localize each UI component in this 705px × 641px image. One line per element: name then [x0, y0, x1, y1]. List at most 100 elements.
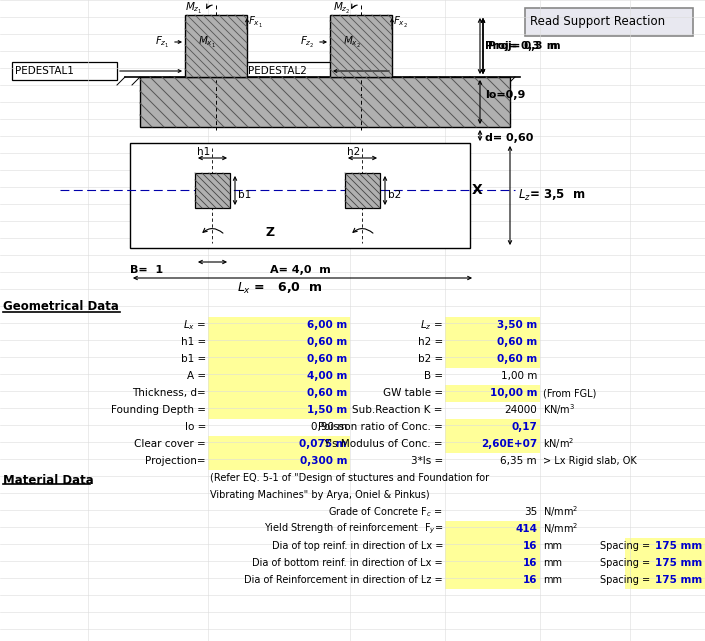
Text: 1,50 m: 1,50 m — [307, 405, 347, 415]
Text: PEDESTAL2: PEDESTAL2 — [248, 66, 307, 76]
Text: Projection=: Projection= — [145, 456, 206, 466]
Bar — [445, 351, 540, 368]
Text: $L_x$ =   6,0  m: $L_x$ = 6,0 m — [238, 281, 323, 296]
Bar — [445, 317, 540, 334]
Text: N/mm$^2$: N/mm$^2$ — [543, 522, 578, 537]
Text: $M_{z_2}$: $M_{z_2}$ — [333, 1, 350, 15]
Text: GW table =: GW table = — [383, 388, 443, 398]
Text: h1 =: h1 = — [180, 337, 206, 347]
Text: 35: 35 — [524, 507, 537, 517]
Text: 0,17: 0,17 — [511, 422, 537, 432]
Text: Dia of Reinforcement in direction of Lz =: Dia of Reinforcement in direction of Lz … — [245, 575, 443, 585]
Bar — [195, 173, 230, 208]
Text: B=  1: B= 1 — [130, 265, 163, 275]
Bar — [208, 317, 350, 334]
Bar — [208, 385, 350, 402]
Text: Proj= 0,3  m: Proj= 0,3 m — [488, 41, 560, 51]
Bar — [345, 173, 380, 208]
Text: Dia of top reinf. in direction of Lx =: Dia of top reinf. in direction of Lx = — [271, 541, 443, 551]
Text: A= 4,0  m: A= 4,0 m — [270, 265, 331, 275]
Text: $F_{z_1}$: $F_{z_1}$ — [155, 35, 170, 49]
Bar — [130, 143, 470, 248]
Text: N/mm$^2$: N/mm$^2$ — [543, 504, 578, 519]
Text: $M_{z_1}$: $M_{z_1}$ — [185, 1, 202, 15]
Text: 3,50 m: 3,50 m — [497, 320, 537, 330]
Text: $L_z$ =: $L_z$ = — [420, 318, 443, 332]
Bar — [208, 453, 350, 470]
Text: $F_{z_2}$: $F_{z_2}$ — [300, 35, 314, 49]
Text: 4,00 m: 4,00 m — [307, 371, 347, 381]
Bar — [208, 436, 350, 453]
Bar — [208, 402, 350, 419]
Text: Poisson ratio of Conc. =: Poisson ratio of Conc. = — [318, 422, 443, 432]
Bar — [208, 334, 350, 351]
Text: Sub.Reaction K =: Sub.Reaction K = — [352, 405, 443, 415]
Text: 0,300 m: 0,300 m — [300, 456, 347, 466]
Text: 0,60 m: 0,60 m — [497, 354, 537, 364]
Text: 175 mm: 175 mm — [655, 575, 702, 585]
Bar — [245, 62, 350, 80]
Text: PEDESTAL1: PEDESTAL1 — [15, 66, 74, 76]
Text: 414: 414 — [515, 524, 537, 534]
Bar — [330, 15, 392, 77]
Text: $M_{x_2}$: $M_{x_2}$ — [343, 35, 361, 49]
Text: 175 mm: 175 mm — [655, 558, 702, 568]
Text: h1: h1 — [197, 147, 210, 157]
Bar — [445, 436, 540, 453]
Bar — [185, 15, 247, 77]
Text: mm: mm — [543, 558, 562, 568]
Text: 1,00 m: 1,00 m — [501, 371, 537, 381]
Text: 3*ls =: 3*ls = — [411, 456, 443, 466]
Text: b1: b1 — [238, 190, 251, 200]
Text: b1 =: b1 = — [180, 354, 206, 364]
Text: Read Support Reaction: Read Support Reaction — [530, 15, 665, 28]
Text: 16: 16 — [522, 541, 537, 551]
Text: Founding Depth =: Founding Depth = — [111, 405, 206, 415]
Text: $L_z$= 3,5  m: $L_z$= 3,5 m — [518, 187, 585, 203]
Text: Y's Modulus of Conc. =: Y's Modulus of Conc. = — [324, 439, 443, 449]
Text: $M_{x_1}$: $M_{x_1}$ — [198, 35, 216, 49]
Text: Z: Z — [265, 226, 274, 238]
Text: Clear cover =: Clear cover = — [134, 439, 206, 449]
Text: 0,60 m: 0,60 m — [307, 337, 347, 347]
Bar — [625, 555, 705, 572]
Text: d= 0,60: d= 0,60 — [485, 133, 534, 143]
Bar — [445, 572, 540, 589]
Text: (Refer EQ. 5-1 of "Design of stuctures and Foundation for: (Refer EQ. 5-1 of "Design of stuctures a… — [210, 473, 489, 483]
Bar — [12, 62, 117, 80]
Text: 0,075 m: 0,075 m — [300, 439, 347, 449]
Text: Proj= 0,3  m: Proj= 0,3 m — [485, 41, 558, 51]
Text: > Lx Rigid slab, OK: > Lx Rigid slab, OK — [543, 456, 637, 466]
Bar — [445, 419, 540, 436]
Text: 0,60 m: 0,60 m — [307, 354, 347, 364]
Bar — [625, 538, 705, 555]
Text: (From FGL): (From FGL) — [543, 388, 596, 398]
Text: Dia of bottom reinf. in direction of Lx =: Dia of bottom reinf. in direction of Lx … — [252, 558, 443, 568]
Bar — [208, 351, 350, 368]
Text: $F_{x_2}$: $F_{x_2}$ — [393, 15, 408, 29]
Text: b2: b2 — [388, 190, 401, 200]
Text: Geometrical Data: Geometrical Data — [3, 299, 119, 313]
Text: $L_x$ =: $L_x$ = — [183, 318, 206, 332]
Text: 6,35 m: 6,35 m — [501, 456, 537, 466]
Text: Spacing =: Spacing = — [600, 558, 650, 568]
Text: 0,90 m: 0,90 m — [311, 422, 347, 432]
Text: X: X — [472, 183, 483, 197]
Text: B =: B = — [424, 371, 443, 381]
Text: 2,60E+07: 2,60E+07 — [481, 439, 537, 449]
Bar — [208, 368, 350, 385]
Bar — [525, 8, 693, 36]
Text: b2 =: b2 = — [418, 354, 443, 364]
Text: Grade of Concrete F$_c$ =: Grade of Concrete F$_c$ = — [329, 505, 443, 519]
Text: A =: A = — [187, 371, 206, 381]
Text: Spacing =: Spacing = — [600, 541, 650, 551]
Text: mm: mm — [543, 541, 562, 551]
Text: 16: 16 — [522, 575, 537, 585]
Bar — [445, 385, 540, 402]
Text: h2: h2 — [347, 147, 360, 157]
Bar — [445, 334, 540, 351]
Text: 6,00 m: 6,00 m — [307, 320, 347, 330]
Text: 0,60 m: 0,60 m — [307, 388, 347, 398]
Bar — [140, 77, 510, 127]
Text: kN/m$^2$: kN/m$^2$ — [543, 437, 575, 451]
